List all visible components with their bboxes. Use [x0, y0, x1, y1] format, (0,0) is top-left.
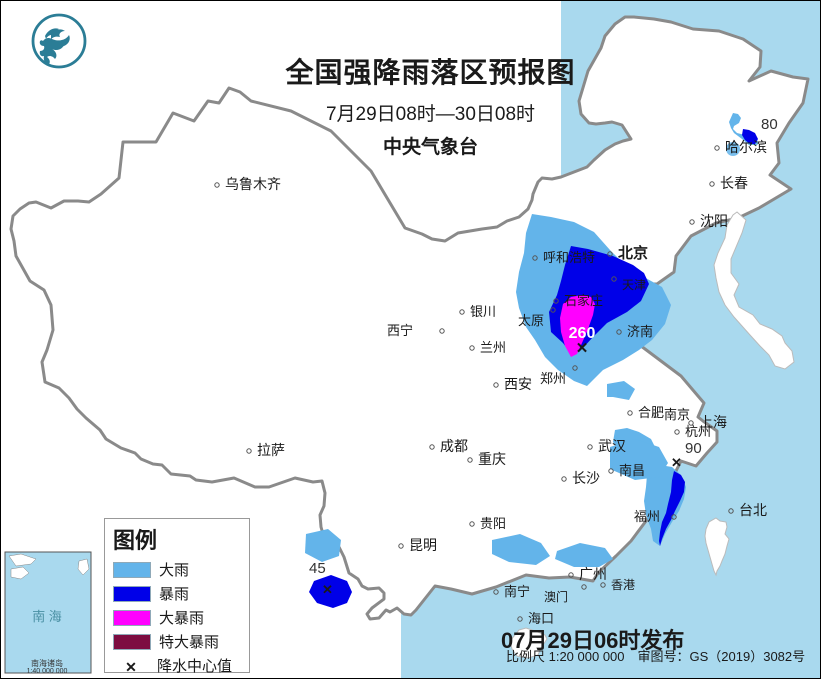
- svg-text:南海诸岛: 南海诸岛: [31, 658, 63, 668]
- svg-text:拉萨: 拉萨: [257, 442, 285, 458]
- svg-text:1:40 000 000: 1:40 000 000: [27, 668, 68, 675]
- svg-text:呼和浩特: 呼和浩特: [543, 250, 595, 265]
- svg-text:银川: 银川: [470, 304, 496, 319]
- svg-text:南宁: 南宁: [504, 584, 530, 599]
- svg-text:昆明: 昆明: [409, 537, 437, 553]
- svg-text:成都: 成都: [440, 438, 468, 454]
- svg-text:45: 45: [309, 560, 326, 577]
- svg-text:福州: 福州: [634, 509, 660, 524]
- svg-text:杭州: 杭州: [685, 424, 711, 439]
- svg-text:✕: ✕: [671, 455, 682, 470]
- svg-text:澳门: 澳门: [544, 589, 568, 604]
- svg-text:太原: 太原: [518, 313, 544, 328]
- svg-text:西宁: 西宁: [387, 323, 413, 338]
- svg-text:南 海: 南 海: [32, 609, 62, 624]
- svg-text:台北: 台北: [739, 502, 767, 518]
- svg-text:长沙: 长沙: [572, 470, 600, 486]
- svg-text:✕: ✕: [322, 582, 333, 597]
- svg-text:南京: 南京: [664, 407, 690, 422]
- svg-text:济南: 济南: [627, 324, 653, 339]
- svg-text:武汉: 武汉: [598, 438, 626, 454]
- svg-text:西安: 西安: [504, 376, 532, 392]
- svg-text:乌鲁木齐: 乌鲁木齐: [225, 176, 281, 192]
- svg-text:香港: 香港: [611, 578, 635, 592]
- svg-text:南昌: 南昌: [619, 463, 645, 478]
- svg-text:石家庄: 石家庄: [564, 293, 603, 308]
- svg-text:天津: 天津: [622, 278, 646, 292]
- svg-text:合肥: 合肥: [638, 405, 664, 420]
- svg-text:长春: 长春: [720, 175, 748, 191]
- svg-text:✕: ✕: [576, 340, 589, 357]
- svg-text:贵阳: 贵阳: [480, 516, 506, 531]
- svg-text:沈阳: 沈阳: [700, 213, 728, 229]
- svg-text:兰州: 兰州: [480, 340, 506, 355]
- svg-text:广州: 广州: [579, 566, 607, 582]
- svg-text:重庆: 重庆: [478, 451, 506, 467]
- svg-text:北京: 北京: [618, 244, 648, 262]
- svg-text:90: 90: [685, 440, 702, 457]
- svg-text:郑州: 郑州: [540, 371, 566, 386]
